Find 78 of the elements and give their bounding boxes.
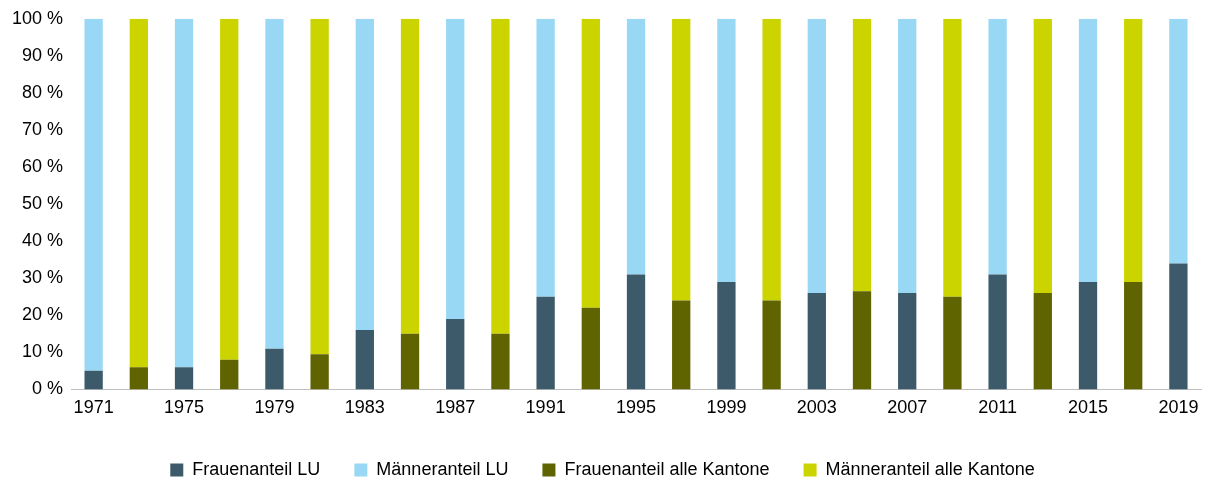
bar bbox=[220, 359, 239, 390]
x-tick-label: 1987 bbox=[435, 397, 476, 418]
bar bbox=[807, 18, 826, 294]
bar bbox=[491, 333, 510, 390]
y-tick-label: 80 % bbox=[22, 81, 64, 102]
bar bbox=[626, 18, 646, 275]
bar bbox=[355, 18, 374, 331]
bar bbox=[310, 354, 329, 390]
x-tick-label: 2007 bbox=[887, 397, 928, 418]
bar bbox=[898, 293, 917, 390]
bar bbox=[943, 296, 962, 390]
bar bbox=[1033, 293, 1052, 390]
y-tick-label: 100 % bbox=[11, 7, 64, 28]
bar bbox=[265, 348, 284, 390]
y-tick-label: 20 % bbox=[22, 304, 64, 325]
bar bbox=[446, 318, 465, 390]
x-tick-label: 1979 bbox=[254, 397, 295, 418]
x-tick-label: 1995 bbox=[616, 397, 657, 418]
bar bbox=[852, 291, 872, 390]
bar bbox=[1124, 18, 1143, 282]
bar bbox=[84, 370, 103, 390]
bar bbox=[1033, 18, 1052, 294]
bar bbox=[400, 18, 420, 334]
bar bbox=[626, 274, 646, 390]
legend-label: Frauenanteil LU bbox=[192, 458, 321, 479]
bar bbox=[1078, 281, 1098, 390]
bar bbox=[446, 18, 465, 319]
y-tick-label: 60 % bbox=[22, 156, 64, 177]
bar bbox=[84, 18, 103, 371]
bar bbox=[265, 18, 284, 349]
bar bbox=[807, 293, 826, 390]
bar bbox=[491, 18, 510, 334]
bar bbox=[988, 18, 1007, 275]
bar bbox=[672, 300, 691, 390]
x-tick-label: 2019 bbox=[1158, 397, 1199, 418]
bar bbox=[852, 18, 872, 292]
x-tick-label: 1983 bbox=[344, 397, 385, 418]
y-tick-label: 10 % bbox=[22, 341, 64, 362]
bar bbox=[220, 18, 239, 360]
x-tick-label: 2003 bbox=[796, 397, 837, 418]
x-tick-label: 2015 bbox=[1067, 397, 1109, 418]
legend-label: Frauenanteil alle Kantone bbox=[564, 458, 770, 479]
bar bbox=[988, 274, 1007, 390]
x-tick-label: 1991 bbox=[525, 397, 566, 418]
bar bbox=[1078, 18, 1098, 282]
bar bbox=[400, 333, 420, 390]
bar bbox=[355, 330, 374, 390]
bar bbox=[174, 367, 194, 390]
bar bbox=[581, 307, 600, 390]
x-tick-label: 1999 bbox=[706, 397, 747, 418]
bar bbox=[762, 300, 781, 390]
bar bbox=[943, 18, 962, 297]
bar bbox=[1124, 281, 1143, 390]
y-tick-label: 50 % bbox=[22, 193, 64, 214]
bar bbox=[129, 18, 148, 368]
y-tick-label: 40 % bbox=[22, 230, 64, 251]
bar bbox=[717, 281, 736, 390]
legend-label: Männeranteil LU bbox=[376, 458, 509, 479]
x-tick-label: 1975 bbox=[164, 397, 205, 418]
bar bbox=[129, 367, 148, 390]
x-tick-label: 2011 bbox=[978, 397, 1017, 418]
y-tick-label: 30 % bbox=[22, 267, 64, 288]
y-tick-label: 0 % bbox=[32, 378, 64, 399]
bar bbox=[536, 18, 555, 297]
y-tick-label: 90 % bbox=[22, 44, 64, 65]
bar bbox=[672, 18, 691, 301]
bar bbox=[536, 296, 555, 390]
bar bbox=[1169, 263, 1188, 390]
bar bbox=[581, 18, 600, 308]
bar bbox=[717, 18, 736, 282]
bar bbox=[174, 18, 194, 368]
x-tick-label: 1971 bbox=[73, 397, 114, 418]
legend-label: Männeranteil alle Kantone bbox=[825, 458, 1035, 479]
bar bbox=[310, 18, 329, 355]
y-tick-label: 70 % bbox=[22, 118, 64, 139]
bar bbox=[762, 18, 781, 301]
bar bbox=[898, 18, 917, 294]
bar bbox=[1169, 18, 1188, 264]
